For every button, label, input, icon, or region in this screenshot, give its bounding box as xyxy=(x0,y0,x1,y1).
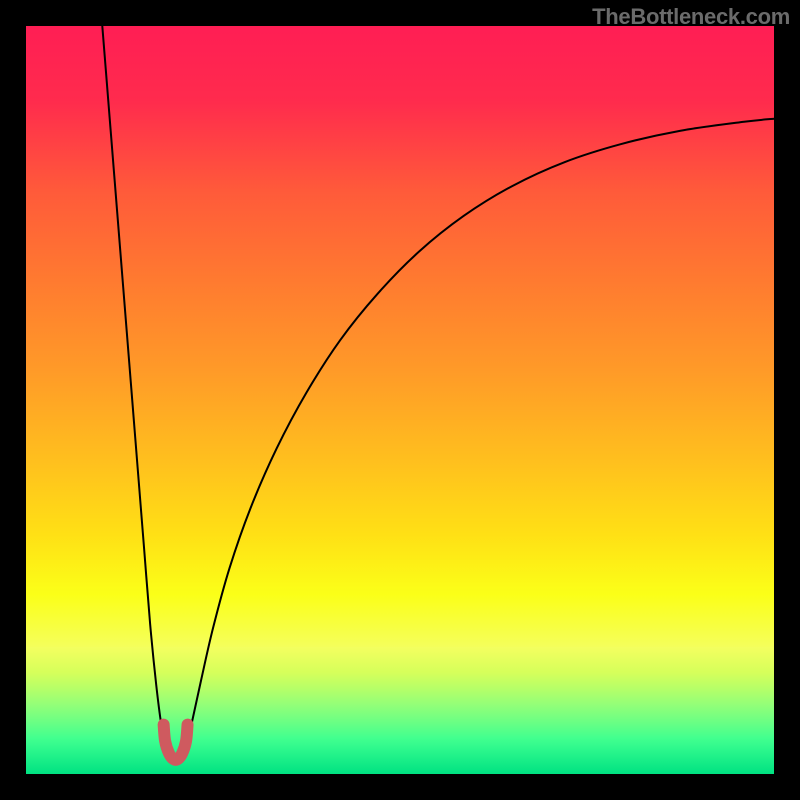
watermark-text: TheBottleneck.com xyxy=(592,4,790,30)
plot-bottom-band xyxy=(26,647,774,774)
chart-container: TheBottleneck.com xyxy=(0,0,800,800)
bottleneck-chart xyxy=(0,0,800,800)
